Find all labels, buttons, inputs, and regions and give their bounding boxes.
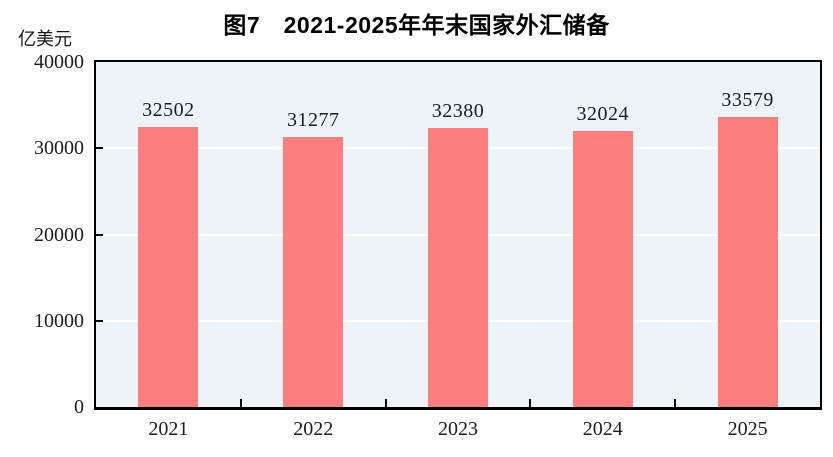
x-axis-tick-1: [239, 399, 242, 407]
bar-value-label-2023: 32380: [431, 99, 485, 122]
bar-value-label-2025: 33579: [721, 89, 774, 112]
y-axis-tick-30000: [96, 147, 103, 150]
y-axis-unit-label: 亿美元: [18, 29, 72, 49]
plot-area: 32502 31277 32380 32024 33579: [94, 60, 822, 410]
y-axis-tick-label-10000: 10000: [34, 309, 84, 332]
x-axis-tick-label-2024: 2024: [582, 418, 623, 440]
chart-title: 图7 2021-2025年年末国家外汇储备: [223, 12, 610, 38]
bar-2024: [572, 130, 633, 407]
y-axis-tick-label-20000: 20000: [34, 223, 84, 246]
y-axis-tick-20000: [96, 233, 103, 236]
x-axis-tick-label-2021: 2021: [148, 418, 189, 440]
bar-2025: [717, 117, 778, 407]
bar-2021: [138, 126, 199, 407]
y-axis-tick-label-40000: 40000: [34, 51, 84, 73]
x-axis-tick-label-2023: 2023: [438, 418, 478, 440]
bar-value-label-2024: 32024: [576, 102, 630, 125]
bar-2022: [283, 137, 344, 407]
bar-value-label-2022: 31277: [286, 109, 340, 132]
y-axis-tick-label-30000: 30000: [34, 137, 84, 160]
y-axis-tick-10000: [96, 319, 103, 322]
bar-2023: [428, 127, 488, 407]
x-axis-tick-label-2022: 2022: [293, 418, 334, 440]
x-axis-tick-3: [529, 399, 532, 407]
x-axis-tick-2: [384, 399, 387, 407]
bar-value-label-2021: 32502: [142, 98, 195, 121]
x-axis-tick-label-2025: 2025: [727, 418, 768, 440]
y-axis-tick-label-0: 0: [74, 396, 84, 418]
x-axis-tick-4: [674, 399, 677, 407]
